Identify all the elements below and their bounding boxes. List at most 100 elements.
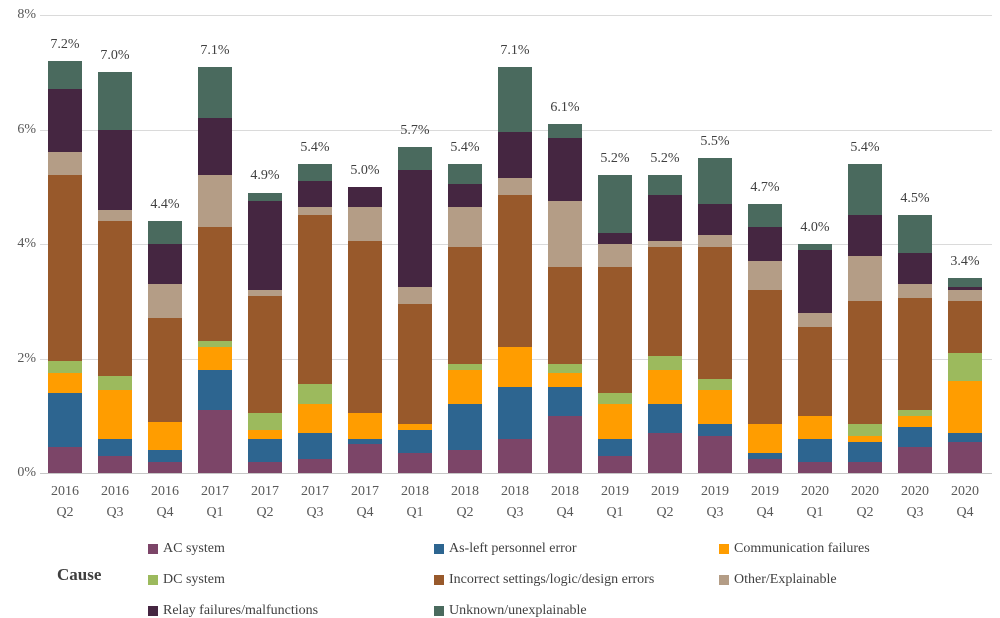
x-axis-tick-2016-Q3: 2016 Q3 — [101, 484, 129, 520]
bar-segment-unknown-unexplainable — [748, 203, 782, 227]
legend-swatch-icon — [148, 543, 158, 554]
legend-label: Communication failures — [734, 540, 870, 556]
bar-segment-ac-system — [648, 432, 682, 473]
bar-total-label: 5.2% — [600, 151, 630, 167]
bar-segment-relay-failures-malfunctions — [498, 132, 532, 179]
bar-segment-other-explainable — [248, 289, 282, 296]
legend-swatch-icon — [434, 605, 444, 616]
bar-segment-ac-system — [148, 461, 182, 473]
bar-segment-as-left-personnel-error — [598, 438, 632, 456]
bar-segment-as-left-personnel-error — [398, 430, 432, 453]
bar-segment-unknown-unexplainable — [298, 163, 332, 182]
bar-segment-other-explainable — [48, 152, 82, 176]
bar-segment-ac-system — [248, 461, 282, 473]
bar-segment-relay-failures-malfunctions — [598, 232, 632, 245]
bar-2017-Q2 — [248, 192, 282, 473]
bar-segment-other-explainable — [898, 284, 932, 299]
bar-segment-communication-failures — [898, 415, 932, 428]
bar-total-label: 5.4% — [300, 139, 330, 155]
bar-segment-dc-system — [848, 424, 882, 436]
bar-segment-relay-failures-malfunctions — [698, 203, 732, 236]
bar-segment-other-explainable — [98, 209, 132, 222]
bar-segment-relay-failures-malfunctions — [198, 118, 232, 176]
bar-segment-incorrect-settings-logic-design-errors — [748, 289, 782, 425]
bar-segment-dc-system — [898, 410, 932, 416]
bar-segment-ac-system — [748, 458, 782, 473]
bar-segment-unknown-unexplainable — [698, 158, 732, 204]
x-axis-tick-2016-Q2: 2016 Q2 — [51, 484, 79, 520]
bar-total-label: 7.0% — [100, 48, 130, 64]
bar-segment-relay-failures-malfunctions — [748, 226, 782, 262]
bar-segment-relay-failures-malfunctions — [448, 183, 482, 207]
x-axis-tick-2019-Q3: 2019 Q3 — [701, 484, 729, 520]
bar-segment-relay-failures-malfunctions — [48, 89, 82, 153]
bar-segment-as-left-personnel-error — [298, 432, 332, 459]
y-axis-tick-4%: 4% — [17, 236, 36, 251]
bar-2016-Q4 — [148, 221, 182, 473]
bar-segment-ac-system — [898, 447, 932, 473]
x-axis-tick-2019-Q4: 2019 Q4 — [751, 484, 779, 520]
bar-segment-unknown-unexplainable — [448, 163, 482, 184]
bar-segment-unknown-unexplainable — [248, 192, 282, 202]
bar-segment-communication-failures — [748, 424, 782, 453]
bar-segment-communication-failures — [648, 369, 682, 405]
bar-segment-relay-failures-malfunctions — [298, 181, 332, 207]
bar-segment-unknown-unexplainable — [548, 123, 582, 139]
bar-segment-unknown-unexplainable — [898, 215, 932, 253]
bar-segment-communication-failures — [148, 421, 182, 451]
bar-segment-as-left-personnel-error — [98, 438, 132, 456]
bar-segment-as-left-personnel-error — [348, 438, 382, 445]
x-axis-tick-2018-Q1: 2018 Q1 — [401, 484, 429, 520]
bar-segment-incorrect-settings-logic-design-errors — [398, 304, 432, 425]
bar-segment-unknown-unexplainable — [598, 175, 632, 233]
bar-segment-other-explainable — [498, 178, 532, 196]
bar-segment-other-explainable — [948, 289, 982, 302]
bar-segment-relay-failures-malfunctions — [148, 244, 182, 285]
bar-segment-other-explainable — [398, 286, 432, 305]
bar-segment-incorrect-settings-logic-design-errors — [648, 246, 682, 356]
bar-segment-incorrect-settings-logic-design-errors — [98, 221, 132, 376]
legend-title: Cause — [57, 565, 102, 584]
bar-total-label: 7.1% — [500, 42, 530, 58]
bar-segment-incorrect-settings-logic-design-errors — [698, 246, 732, 379]
x-axis-tick-2018-Q4: 2018 Q4 — [551, 484, 579, 520]
bar-2017-Q4 — [348, 186, 382, 473]
legend-swatch-icon — [434, 574, 444, 585]
bar-segment-ac-system — [798, 461, 832, 473]
bar-2018-Q4 — [548, 123, 582, 473]
bar-segment-as-left-personnel-error — [848, 441, 882, 462]
x-axis-tick-2020-Q1: 2020 Q1 — [801, 484, 829, 520]
bar-segment-relay-failures-malfunctions — [348, 186, 382, 207]
legend-swatch-icon — [434, 543, 444, 554]
x-axis-tick-2019-Q2: 2019 Q2 — [651, 484, 679, 520]
bar-total-label: 4.5% — [900, 191, 930, 207]
x-axis-tick-2020-Q2: 2020 Q2 — [851, 484, 879, 520]
x-axis-tick-2018-Q3: 2018 Q3 — [501, 484, 529, 520]
legend-item-unknown-unexplainable: Unknown/unexplainable — [434, 603, 719, 618]
bar-segment-communication-failures — [498, 347, 532, 388]
x-axis-tick-2019-Q1: 2019 Q1 — [601, 484, 629, 520]
bar-segment-dc-system — [248, 412, 282, 431]
bar-2019-Q4 — [748, 203, 782, 473]
bar-segment-incorrect-settings-logic-design-errors — [848, 301, 882, 425]
x-axis-tick-2017-Q4: 2017 Q4 — [351, 484, 379, 520]
bar-segment-communication-failures — [448, 369, 482, 405]
bar-segment-as-left-personnel-error — [48, 392, 82, 448]
bar-segment-incorrect-settings-logic-design-errors — [948, 301, 982, 353]
bar-segment-as-left-personnel-error — [248, 438, 282, 462]
legend-label: Relay failures/malfunctions — [163, 602, 319, 618]
bar-segment-unknown-unexplainable — [198, 66, 232, 119]
legend-label: Other/Explainable — [734, 571, 837, 587]
bar-segment-other-explainable — [348, 206, 382, 242]
bar-segment-as-left-personnel-error — [948, 432, 982, 442]
bar-segment-communication-failures — [398, 424, 432, 431]
bar-segment-as-left-personnel-error — [698, 424, 732, 436]
bar-total-label: 5.0% — [350, 162, 380, 178]
bar-segment-as-left-personnel-error — [548, 387, 582, 416]
bar-segment-ac-system — [398, 452, 432, 473]
bar-segment-other-explainable — [648, 241, 682, 247]
gridline-8% — [40, 15, 992, 16]
bar-segment-incorrect-settings-logic-design-errors — [198, 226, 232, 342]
bar-segment-communication-failures — [598, 404, 632, 439]
